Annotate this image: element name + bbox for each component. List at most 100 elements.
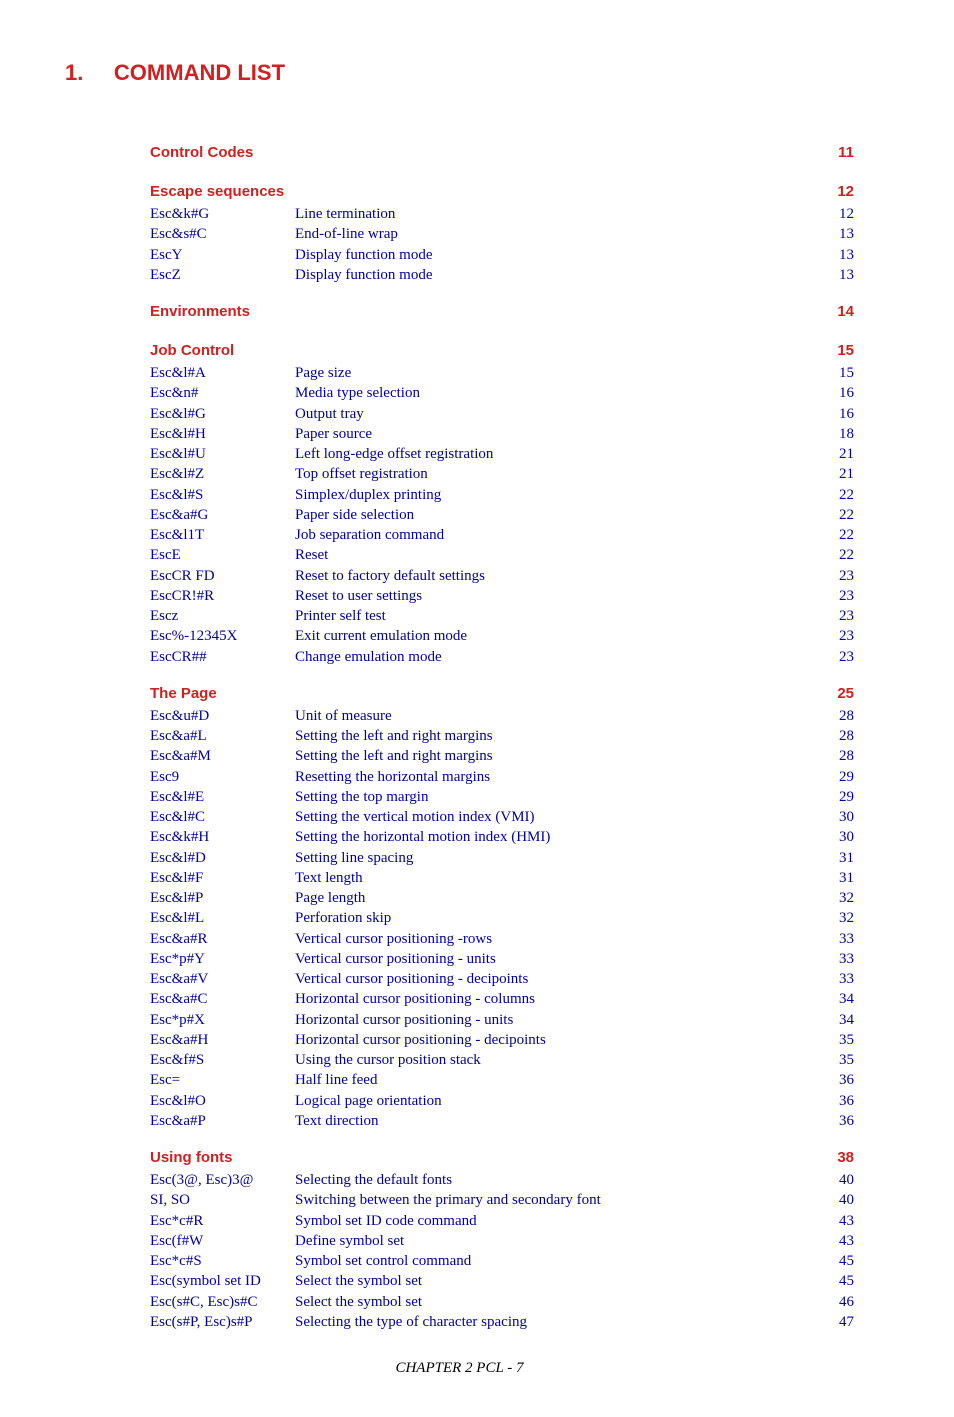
- toc-item-row[interactable]: Esc(3@, Esc)3@Selecting the default font…: [150, 1170, 854, 1190]
- toc-item-row[interactable]: EscCR!#RReset to user settings23: [150, 586, 854, 606]
- toc-item-row[interactable]: Esc&l#ESetting the top margin29: [150, 787, 854, 807]
- toc-item-row[interactable]: Esc&a#CHorizontal cursor positioning - c…: [150, 989, 854, 1009]
- toc-item-row[interactable]: Esc&a#MSetting the left and right margin…: [150, 746, 854, 766]
- toc-item-row[interactable]: Esc&a#RVertical cursor positioning -rows…: [150, 929, 854, 949]
- toc-item-row[interactable]: Esc&s#CEnd-of-line wrap13: [150, 224, 854, 244]
- toc-item-page: 35: [814, 1050, 854, 1070]
- toc-item-code: SI, SO: [150, 1190, 295, 1210]
- toc-item-row[interactable]: Esc&a#PText direction36: [150, 1111, 854, 1131]
- toc-item-row[interactable]: Esc&l#OLogical page orientation36: [150, 1091, 854, 1111]
- toc-item-page: 16: [814, 383, 854, 403]
- toc-item-row[interactable]: Esc&l#GOutput tray16: [150, 404, 854, 424]
- toc-item-desc: Logical page orientation: [295, 1091, 814, 1111]
- toc-item-row[interactable]: Esc=Half line feed36: [150, 1070, 854, 1090]
- toc-item-desc: Reset to factory default settings: [295, 566, 814, 586]
- toc-item-code: Esc&l#E: [150, 787, 295, 807]
- toc-item-row[interactable]: Esc&l#ZTop offset registration21: [150, 464, 854, 484]
- toc-item-row[interactable]: Esc&a#HHorizontal cursor positioning - d…: [150, 1030, 854, 1050]
- toc-item-page: 33: [814, 969, 854, 989]
- toc-item-page: 23: [814, 606, 854, 626]
- toc-item-row[interactable]: Esc&l#DSetting line spacing31: [150, 848, 854, 868]
- toc-item-row[interactable]: EscCR FDReset to factory default setting…: [150, 566, 854, 586]
- toc-item-row[interactable]: Esc&a#GPaper side selection22: [150, 505, 854, 525]
- toc-item-row[interactable]: Esc*c#RSymbol set ID code command43: [150, 1211, 854, 1231]
- toc-item-code: Esc&a#V: [150, 969, 295, 989]
- toc-item-desc: Select the symbol set: [295, 1292, 814, 1312]
- toc-item-desc: Reset: [295, 545, 814, 565]
- toc-section-row[interactable]: Job Control15: [150, 324, 854, 363]
- toc-item-page: 32: [814, 888, 854, 908]
- toc-section-row[interactable]: Using fonts38: [150, 1131, 854, 1170]
- toc-item-row[interactable]: Esc&l#SSimplex/duplex printing22: [150, 485, 854, 505]
- toc-item-row[interactable]: EscCR##Change emulation mode23: [150, 647, 854, 667]
- toc-item-row[interactable]: Esc&l#PPage length32: [150, 888, 854, 908]
- toc-item-page: 12: [814, 204, 854, 224]
- toc-item-row[interactable]: EscZDisplay function mode13: [150, 265, 854, 285]
- toc-item-desc: Output tray: [295, 404, 814, 424]
- toc-item-desc: Paper source: [295, 424, 814, 444]
- toc-item-page: 15: [814, 363, 854, 383]
- toc-item-desc: Display function mode: [295, 245, 814, 265]
- toc-item-code: Esc&a#M: [150, 746, 295, 766]
- toc-item-page: 34: [814, 1010, 854, 1030]
- toc-item-code: Esc&a#H: [150, 1030, 295, 1050]
- toc-item-row[interactable]: Esc&a#VVertical cursor positioning - dec…: [150, 969, 854, 989]
- toc-item-row[interactable]: EsczPrinter self test23: [150, 606, 854, 626]
- toc-item-row[interactable]: Esc&a#LSetting the left and right margin…: [150, 726, 854, 746]
- toc-item-page: 32: [814, 908, 854, 928]
- toc-item-page: 21: [814, 464, 854, 484]
- toc-item-row[interactable]: Esc%-12345XExit current emulation mode23: [150, 626, 854, 646]
- toc-item-row[interactable]: Esc(s#P, Esc)s#PSelecting the type of ch…: [150, 1312, 854, 1332]
- toc-item-row[interactable]: SI, SOSwitching between the primary and …: [150, 1190, 854, 1210]
- toc-item-page: 23: [814, 566, 854, 586]
- toc-item-row[interactable]: Esc&l#APage size15: [150, 363, 854, 383]
- toc-item-desc: Symbol set control command: [295, 1251, 814, 1271]
- toc-item-page: 30: [814, 807, 854, 827]
- toc-item-desc: Switching between the primary and second…: [295, 1190, 814, 1210]
- toc-item-row[interactable]: Esc*c#SSymbol set control command45: [150, 1251, 854, 1271]
- toc-item-row[interactable]: Esc*p#XHorizontal cursor positioning - u…: [150, 1010, 854, 1030]
- toc-item-code: Esc&l#U: [150, 444, 295, 464]
- toc-item-code: Esc&l1T: [150, 525, 295, 545]
- toc-item-row[interactable]: EscEReset22: [150, 545, 854, 565]
- toc-item-row[interactable]: EscYDisplay function mode13: [150, 245, 854, 265]
- toc-item-code: Esc&l#H: [150, 424, 295, 444]
- toc-item-code: Esc=: [150, 1070, 295, 1090]
- toc-item-page: 16: [814, 404, 854, 424]
- toc-section-row[interactable]: The Page25: [150, 667, 854, 706]
- toc-item-row[interactable]: Esc&k#GLine termination12: [150, 204, 854, 224]
- toc-item-desc: Left long-edge offset registration: [295, 444, 814, 464]
- toc-item-row[interactable]: Esc&l#LPerforation skip32: [150, 908, 854, 928]
- toc-item-page: 43: [814, 1231, 854, 1251]
- toc-item-code: Esc&l#D: [150, 848, 295, 868]
- toc-item-row[interactable]: Esc&n#Media type selection16: [150, 383, 854, 403]
- toc-item-desc: End-of-line wrap: [295, 224, 814, 244]
- toc-item-row[interactable]: Esc(s#C, Esc)s#CSelect the symbol set46: [150, 1292, 854, 1312]
- toc-item-row[interactable]: Esc&l#CSetting the vertical motion index…: [150, 807, 854, 827]
- toc-item-row[interactable]: Esc*p#YVertical cursor positioning - uni…: [150, 949, 854, 969]
- toc-item-row[interactable]: Esc&u#DUnit of measure28: [150, 706, 854, 726]
- toc-item-row[interactable]: Esc(f#WDefine symbol set43: [150, 1231, 854, 1251]
- toc-item-page: 35: [814, 1030, 854, 1050]
- toc-item-row[interactable]: Esc&l1TJob separation command22: [150, 525, 854, 545]
- toc-section-row[interactable]: Escape sequences12: [150, 165, 854, 204]
- toc-item-row[interactable]: Esc&k#HSetting the horizontal motion ind…: [150, 827, 854, 847]
- toc-item-code: Esc(3@, Esc)3@: [150, 1170, 295, 1190]
- toc-item-desc: Selecting the default fonts: [295, 1170, 814, 1190]
- toc-item-page: 31: [814, 868, 854, 888]
- chapter-title: 1. COMMAND LIST: [65, 60, 854, 86]
- toc-item-row[interactable]: Esc(symbol set IDSelect the symbol set45: [150, 1271, 854, 1291]
- toc-item-desc: Vertical cursor positioning - decipoints: [295, 969, 814, 989]
- toc-item-code: Esc&l#O: [150, 1091, 295, 1111]
- toc-item-row[interactable]: Esc9Resetting the horizontal margins29: [150, 767, 854, 787]
- toc-item-row[interactable]: Esc&l#FText length31: [150, 868, 854, 888]
- chapter-name: COMMAND LIST: [114, 60, 285, 85]
- toc-item-page: 22: [814, 525, 854, 545]
- toc-section-row[interactable]: Control Codes11: [150, 126, 854, 165]
- toc-section-row[interactable]: Environments14: [150, 285, 854, 324]
- toc-item-desc: Setting the left and right margins: [295, 746, 814, 766]
- toc-item-row[interactable]: Esc&l#HPaper source18: [150, 424, 854, 444]
- toc-item-desc: Symbol set ID code command: [295, 1211, 814, 1231]
- toc-item-row[interactable]: Esc&l#ULeft long-edge offset registratio…: [150, 444, 854, 464]
- toc-item-row[interactable]: Esc&f#SUsing the cursor position stack35: [150, 1050, 854, 1070]
